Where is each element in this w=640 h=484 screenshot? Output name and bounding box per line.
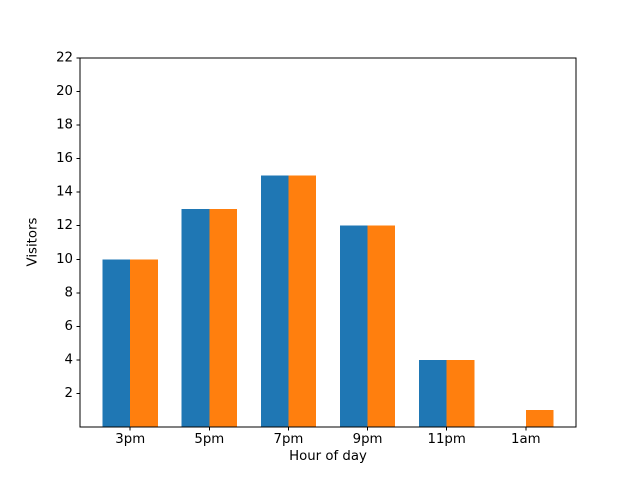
bar-orange-5pm xyxy=(209,208,238,427)
y-axis-tick-label: 16 xyxy=(56,151,73,166)
y-axis-tick-label: 6 xyxy=(65,319,73,334)
x-axis-tick-label: 5pm xyxy=(194,432,224,447)
bar-blue-11pm xyxy=(418,359,447,427)
x-axis-tick-label: 11pm xyxy=(427,432,465,447)
bar-orange-9pm xyxy=(367,225,396,427)
bar-blue-5pm xyxy=(181,208,210,427)
y-axis-tick-label: 8 xyxy=(65,285,73,300)
bar-orange-3pm xyxy=(130,259,158,427)
bar-orange-1am xyxy=(525,410,554,427)
axes-group: 2 4 6 8 10 12 14 16 18 20 22 3pm 5pm 7pm 9pm 11pm 1am xyxy=(56,51,577,447)
bar-orange-11pm xyxy=(446,359,475,427)
y-axis-tick-label: 18 xyxy=(56,118,73,133)
bar-blue-9pm xyxy=(339,225,368,427)
y-axis-tick-label: 4 xyxy=(65,352,73,367)
x-axis-label: Hour of day xyxy=(289,449,367,464)
y-axis-tick-label: 12 xyxy=(56,218,73,233)
bar-blue-7pm xyxy=(260,175,289,427)
y-axis-tick-label: 20 xyxy=(56,84,73,99)
y-axis-tick-label: 10 xyxy=(56,252,73,267)
y-axis-tick-label: 14 xyxy=(56,185,73,200)
x-axis-tick-label: 7pm xyxy=(274,432,304,447)
bars-group xyxy=(102,175,554,427)
x-axis-tick-label: 9pm xyxy=(353,432,383,447)
bar-blue-3pm xyxy=(102,259,131,427)
y-axis-tick-label: 2 xyxy=(65,386,73,401)
plot-border xyxy=(79,57,577,428)
y-axis-label: Visitors xyxy=(26,218,41,267)
x-axis-tick-label: 3pm xyxy=(115,432,145,447)
x-axis-tick-label: 1am xyxy=(511,432,541,447)
y-axis-tick-label: 22 xyxy=(56,51,73,66)
bar-orange-7pm xyxy=(288,175,317,427)
